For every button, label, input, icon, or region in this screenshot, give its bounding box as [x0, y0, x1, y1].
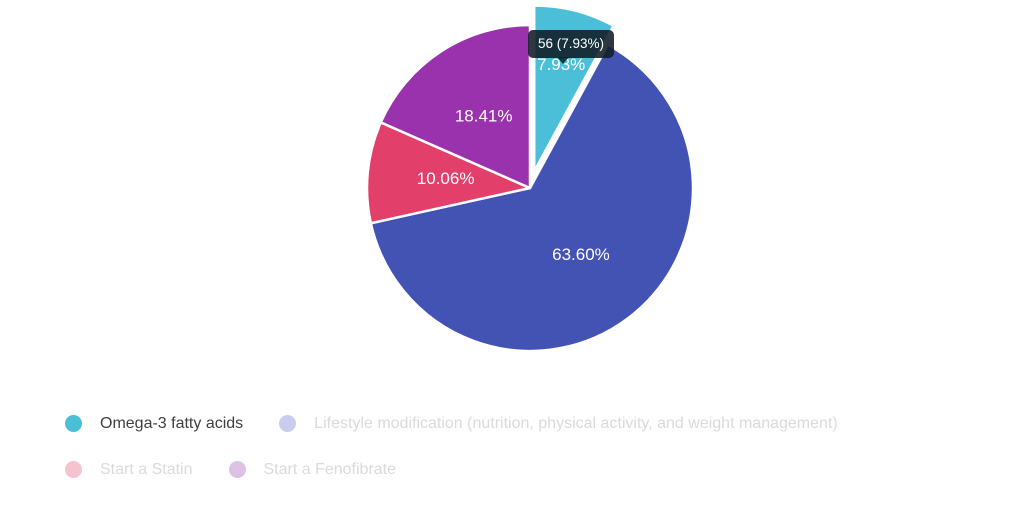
legend-item-omega-3-fatty-acids[interactable]: Omega-3 fatty acids	[65, 415, 243, 432]
legend-item-lifestyle-modification-nutrition-physica[interactable]: Lifestyle modification (nutrition, physi…	[279, 415, 838, 432]
legend-item-label: Start a Statin	[100, 461, 193, 478]
pie-slice-start-a-statin[interactable]	[365, 121, 532, 225]
legend-dot-icon	[228, 461, 246, 478]
pie-slice-start-a-fenofibrate[interactable]	[379, 23, 532, 190]
legend-item-start-a-fenofibrate[interactable]: Start a Fenofibrate	[228, 461, 397, 478]
legend-dot-icon	[65, 415, 82, 432]
slice-percent-label: 63.60%	[552, 245, 610, 264]
slice-percent-label: 7.93%	[537, 55, 585, 74]
tooltip: 56 (7.93%)	[528, 30, 615, 64]
tooltip-text: 56 (7.93%)	[538, 36, 605, 51]
tooltip-caret-icon	[557, 57, 569, 64]
legend-dot-icon	[279, 415, 297, 432]
legend-item-label: Lifestyle modification (nutrition, physi…	[314, 415, 838, 432]
pie-slice-lifestyle-modification-nutrition-physica[interactable]	[369, 43, 695, 353]
legend-row-2: Start a Statin Start a Fenofibrate	[65, 461, 838, 478]
legend-row-1: Omega-3 fatty acids Lifestyle modificatio…	[65, 415, 838, 432]
legend: Omega-3 fatty acids Lifestyle modificatio…	[65, 415, 838, 507]
legend-item-label: Omega-3 fatty acids	[100, 415, 244, 432]
slice-percent-label: 10.06%	[417, 169, 475, 188]
legend-dot-icon	[65, 461, 82, 478]
legend-item-label: Start a Fenofibrate	[263, 461, 397, 478]
slice-percent-label: 18.41%	[455, 107, 513, 126]
legend-item-start-a-statin[interactable]: Start a Statin	[65, 461, 193, 478]
